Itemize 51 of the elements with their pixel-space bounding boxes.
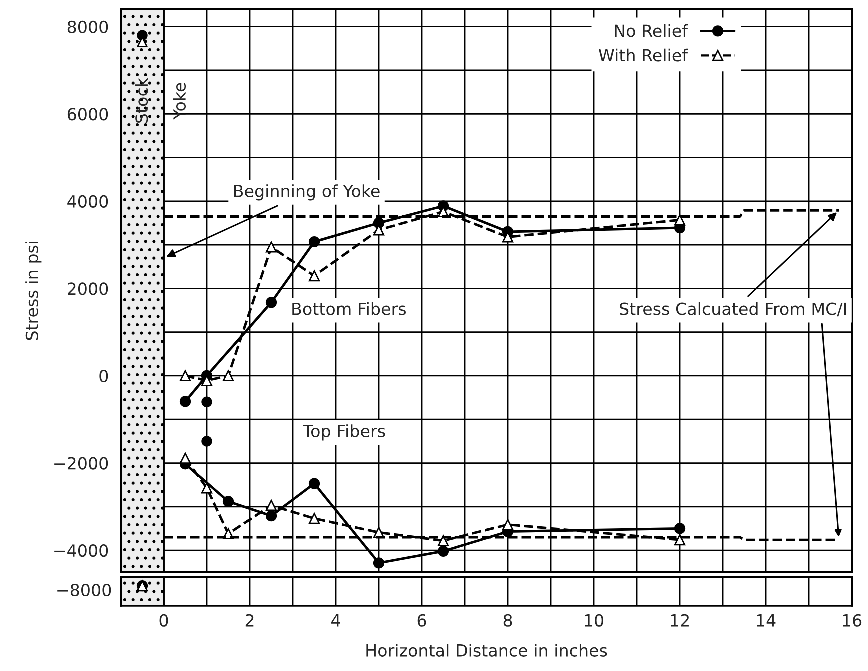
point [266, 297, 278, 308]
legend-label: No Relief [615, 24, 688, 38]
point [180, 452, 192, 464]
point [266, 500, 278, 512]
point [202, 396, 212, 408]
annotation: Beginning of Yoke [234, 184, 380, 201]
point [266, 242, 278, 253]
point [373, 558, 385, 569]
x-tick-label: 16 [843, 614, 862, 627]
x-axis-title: Horizontal Distance in inches [366, 644, 608, 657]
point [180, 396, 192, 408]
y-tick-label: 4000 [68, 195, 108, 208]
x-tick-label: 2 [246, 614, 254, 627]
point [180, 370, 192, 382]
point [373, 218, 385, 229]
text: −8000 [58, 584, 112, 597]
x-tick-label: 8 [504, 614, 512, 627]
x-tick-label: 10 [585, 614, 604, 627]
point [222, 370, 234, 382]
legend-label: With Relief [598, 48, 688, 62]
point [202, 436, 212, 447]
x-tick-label: 4 [332, 614, 340, 627]
x-tick-label: 6 [418, 614, 426, 627]
y-axis-title: Stress in psi [26, 242, 42, 340]
annotation: Top Fibers [303, 424, 386, 441]
annotation: Stress Calcuated From MC/I [620, 302, 846, 317]
y-tick-label: −4000 [54, 544, 108, 558]
x-tick-label: 14 [757, 614, 776, 627]
point [438, 535, 450, 546]
point [674, 214, 686, 226]
point [266, 510, 278, 522]
point [674, 523, 686, 534]
point [308, 513, 320, 524]
point [438, 546, 450, 557]
y-tick-label: −2000 [54, 457, 108, 470]
annotation: Bottom Fibers [292, 302, 406, 316]
point [308, 270, 320, 282]
x-tick-label: 0 [160, 614, 168, 627]
point [308, 478, 320, 490]
x-tick-label: 12 [671, 614, 689, 627]
y-tick-label: 2000 [68, 282, 108, 296]
point [222, 496, 234, 508]
point [502, 519, 514, 530]
point [201, 482, 213, 494]
point [308, 236, 320, 248]
point [674, 534, 686, 546]
y-tick-label: 6000 [68, 108, 108, 121]
annotation: Yoke [173, 83, 186, 120]
y-tick-label: 0 [100, 370, 108, 383]
y-tick-label: 8000 [68, 20, 108, 34]
annotation: Stock [135, 78, 148, 124]
